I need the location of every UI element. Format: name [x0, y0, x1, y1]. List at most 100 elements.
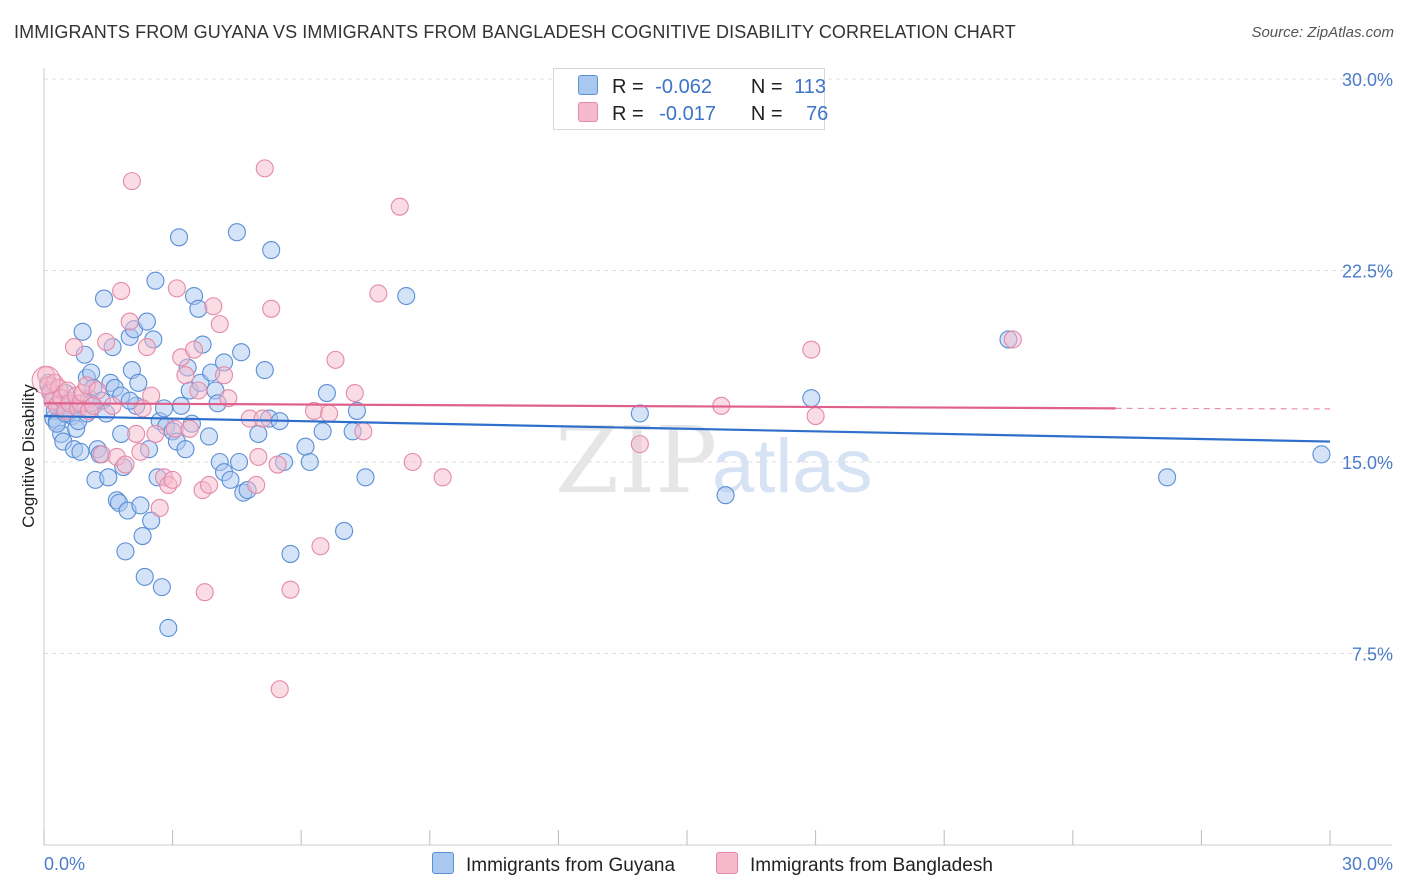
- r-value: -0.017: [659, 103, 716, 125]
- bangladesh-point: [97, 332, 116, 352]
- chart-title: IMMIGRANTS FROM GUYANA VS IMMIGRANTS FRO…: [14, 22, 1016, 42]
- bangladesh-point: [247, 475, 266, 495]
- r-label: R =: [612, 76, 644, 98]
- legend-label: Immigrants from Guyana: [466, 855, 676, 876]
- bangladesh-point: [345, 384, 364, 403]
- bangladesh-point: [112, 281, 131, 300]
- bangladesh-cluster-point: [31, 365, 61, 395]
- guyana-point: [255, 361, 274, 380]
- bangladesh-point: [253, 409, 272, 428]
- bangladesh-point: [163, 470, 182, 489]
- correlation-legend: R = -0.062 N = 113 R = -0.017 N = 76: [553, 68, 828, 130]
- bangladesh-point: [116, 455, 135, 474]
- bangladesh-point: [311, 537, 330, 556]
- legend-label: Immigrants from Bangladesh: [750, 855, 993, 876]
- tick-labels: 30.0% 22.5% 15.0% 7.5% 0.0% 30.0%: [44, 70, 1393, 874]
- guyana-point: [313, 422, 332, 441]
- legend-row-guyana: R = -0.062 N = 113: [578, 75, 826, 101]
- y-axis-label: Cognitive Disability: [19, 384, 38, 528]
- guyana-point: [129, 373, 148, 392]
- guyana-point: [73, 322, 92, 341]
- n-value: 113: [794, 76, 826, 98]
- guyana-point: [716, 486, 735, 505]
- guyana-point: [249, 424, 268, 443]
- guyana-point: [94, 289, 114, 308]
- n-value: 76: [806, 103, 829, 125]
- bangladesh-swatch: [716, 852, 738, 874]
- guyana-point: [152, 578, 171, 597]
- bangladesh-point: [390, 197, 409, 216]
- bangladesh-point: [189, 381, 208, 400]
- x-tick-label: 30.0%: [1342, 854, 1393, 874]
- guyana-point: [356, 468, 375, 487]
- bangladesh-point: [268, 455, 287, 474]
- guyana-point: [630, 404, 649, 423]
- bangladesh-point: [88, 381, 107, 400]
- guyana-swatch: [432, 852, 454, 874]
- guyana-point: [172, 396, 191, 415]
- bangladesh-point: [146, 424, 165, 443]
- data-points: [31, 159, 1331, 699]
- y-tick-label: 15.0%: [1342, 453, 1393, 473]
- legend-item-guyana[interactable]: Immigrants from Guyana: [432, 852, 675, 877]
- bangladesh-point: [64, 338, 84, 357]
- bangladesh-point: [103, 396, 122, 415]
- guyana-point: [262, 241, 281, 260]
- bangladesh-point: [184, 340, 204, 359]
- guyana-point: [347, 401, 366, 420]
- guyana-point: [131, 496, 150, 515]
- guyana-point: [146, 271, 165, 290]
- guyana-point: [300, 452, 319, 472]
- trend-lines: [43, 402, 1331, 443]
- bangladesh-point: [1003, 330, 1022, 349]
- bangladesh-point: [630, 435, 649, 454]
- x-tick-label: 0.0%: [44, 854, 85, 874]
- guyana-point: [154, 399, 174, 418]
- bangladesh-point: [204, 297, 223, 316]
- guyana-point: [189, 299, 208, 318]
- bangladesh-point: [199, 475, 219, 495]
- bangladesh-point: [214, 366, 234, 385]
- bangladesh-point: [262, 299, 281, 318]
- bangladesh-point: [802, 340, 821, 359]
- bangladesh-point: [369, 284, 388, 303]
- guyana-point: [335, 521, 354, 540]
- guyana-point: [802, 389, 821, 408]
- watermark-atlas: atlas: [712, 424, 873, 509]
- bangladesh-point: [210, 315, 229, 334]
- guyana-point: [99, 468, 118, 487]
- n-label: N =: [750, 76, 783, 98]
- y-tick-label: 7.5%: [1352, 645, 1393, 665]
- bangladesh-point: [84, 396, 103, 415]
- bangladesh-trend-extension: [1115, 407, 1331, 410]
- bangladesh-point: [281, 580, 300, 599]
- bangladesh-point: [219, 389, 238, 408]
- bangladesh-point: [131, 442, 150, 461]
- guyana-point: [133, 526, 152, 546]
- bangladesh-point: [354, 422, 373, 441]
- bangladesh-point: [195, 583, 214, 602]
- bangladesh-point: [120, 312, 139, 331]
- guyana-point: [281, 544, 300, 563]
- guyana-point: [1158, 468, 1177, 487]
- bangladesh-point: [122, 172, 141, 191]
- bangladesh-point: [127, 424, 146, 443]
- guyana-point: [199, 427, 219, 446]
- legend-item-bangladesh[interactable]: Immigrants from Bangladesh: [716, 852, 993, 877]
- legend-row-bangladesh: R = -0.017 N = 76: [578, 102, 828, 128]
- guyana-point: [1312, 445, 1331, 464]
- guyana-point: [116, 542, 135, 561]
- bangladesh-point: [133, 399, 152, 418]
- watermark-zip: ZIP: [555, 407, 717, 514]
- guyana-point: [232, 343, 251, 362]
- bangladesh-point: [165, 419, 184, 438]
- guyana-point: [112, 424, 131, 443]
- bangladesh-point: [433, 468, 452, 487]
- bangladesh-point: [180, 419, 199, 438]
- r-value: -0.062: [655, 76, 712, 98]
- guyana-point: [169, 228, 189, 247]
- r-label: R =: [612, 103, 644, 125]
- axes: [43, 68, 1392, 846]
- bangladesh-swatch: [578, 102, 598, 122]
